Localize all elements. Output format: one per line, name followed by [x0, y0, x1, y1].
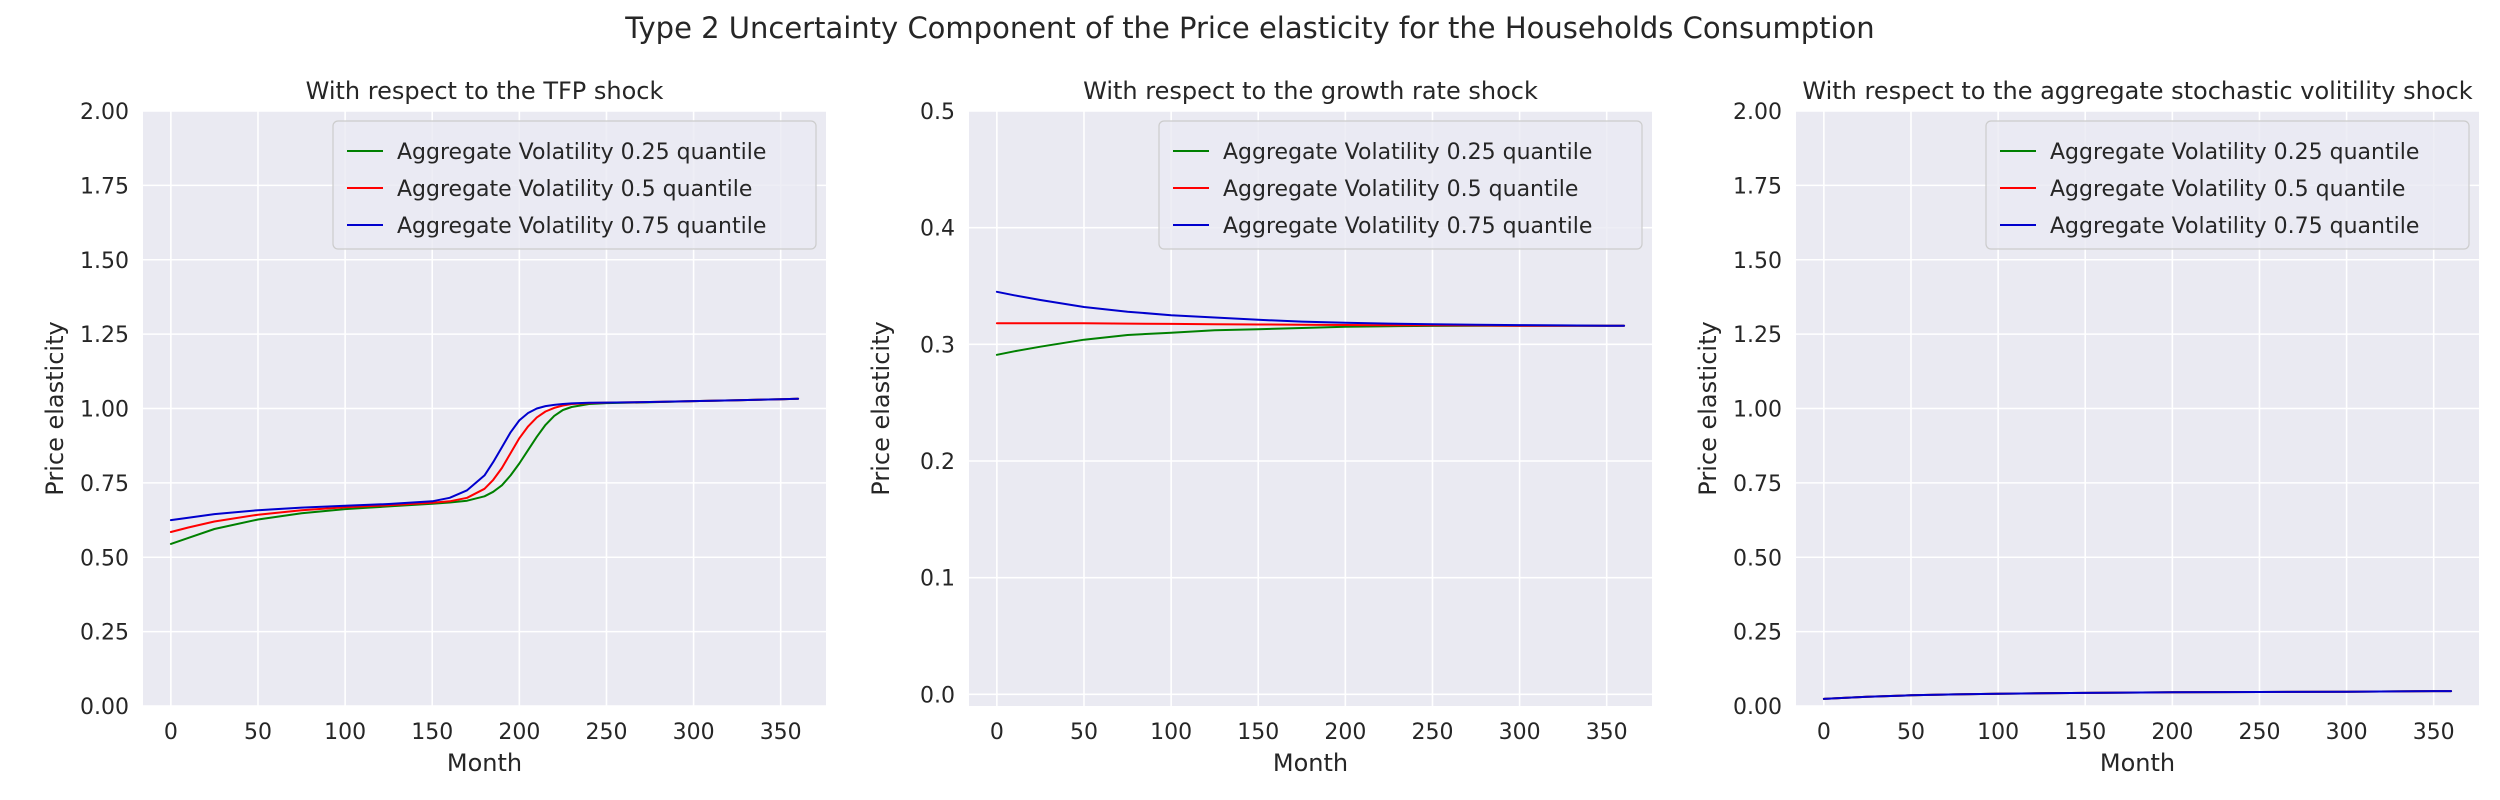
- legend-label: Aggregate Volatility 0.5 quantile: [1223, 177, 1578, 202]
- legend: Aggregate Volatility 0.25 quantile Aggreg…: [332, 120, 817, 250]
- x-tick-label: 100: [324, 720, 366, 745]
- y-tick-label: 0.0: [920, 683, 955, 708]
- x-tick-label: 300: [1499, 720, 1541, 745]
- x-tick-label: 300: [673, 720, 715, 745]
- legend-label: Aggregate Volatility 0.25 quantile: [397, 140, 766, 165]
- legend: Aggregate Volatility 0.25 quantile Aggreg…: [1985, 120, 2470, 250]
- y-tick-label: 2.00: [1733, 100, 1782, 125]
- x-tick-label: 250: [585, 720, 627, 745]
- x-tick-label: 0: [990, 720, 1004, 745]
- legend-label: Aggregate Volatility 0.5 quantile: [397, 177, 752, 202]
- y-tick-label: 0.2: [920, 450, 955, 475]
- y-tick-label: 0.00: [80, 695, 129, 720]
- y-tick-label: 1.25: [80, 323, 129, 348]
- series-line-3: [995, 290, 1626, 327]
- y-tick-label: 0.75: [80, 472, 129, 497]
- x-tick-label: 50: [1070, 720, 1098, 745]
- x-tick-label: 0: [164, 720, 178, 745]
- legend-label: Aggregate Volatility 0.75 quantile: [397, 214, 766, 239]
- y-tick-label: 0.5: [920, 100, 955, 125]
- y-tick-label: 1.50: [80, 249, 129, 274]
- panel-title: With respect to the TFP shock: [306, 77, 664, 105]
- y-axis-label: Price elasticity: [867, 321, 895, 495]
- y-tick-label: 1.75: [80, 174, 129, 199]
- x-axis-label: Month: [1273, 749, 1348, 777]
- x-tick-label: 50: [1897, 720, 1925, 745]
- x-tick-label: 350: [1586, 720, 1628, 745]
- y-tick-label: 1.75: [1733, 174, 1782, 199]
- legend-label: Aggregate Volatility 0.5 quantile: [2050, 177, 2405, 202]
- panel-title: With respect to the growth rate shock: [1083, 77, 1538, 105]
- x-tick-label: 0: [1817, 720, 1831, 745]
- chart-panel-1: 0 50 100 150 200 250 300 350 0.00 0.25 0.50 0.75 1.0…: [41, 77, 826, 777]
- x-tick-label: 50: [244, 720, 272, 745]
- x-axis-label: Month: [447, 749, 522, 777]
- x-tick-label: 300: [2326, 720, 2368, 745]
- x-tick-label: 250: [1411, 720, 1453, 745]
- x-tick-label: 100: [1977, 720, 2019, 745]
- x-tick-label: 150: [1237, 720, 1279, 745]
- x-tick-label: 150: [411, 720, 453, 745]
- y-tick-label: 0.3: [920, 333, 955, 358]
- y-tick-label: 0.50: [80, 546, 129, 571]
- x-tick-label: 350: [2413, 720, 2455, 745]
- series-line-3: [169, 397, 800, 522]
- figure-title: Type 2 Uncertainty Component of the Pric…: [624, 11, 1874, 45]
- y-tick-label: 0.75: [1733, 472, 1782, 497]
- x-tick-label: 250: [2238, 720, 2280, 745]
- legend-label: Aggregate Volatility 0.25 quantile: [1223, 140, 1592, 165]
- y-axis-label: Price elasticity: [41, 321, 69, 495]
- y-tick-label: 1.00: [1733, 398, 1782, 423]
- y-tick-label: 0.25: [1733, 621, 1782, 646]
- x-tick-label: 200: [498, 720, 540, 745]
- x-tick-label: 200: [2151, 720, 2193, 745]
- x-tick-label: 150: [2064, 720, 2106, 745]
- series-line-3: [1822, 690, 2453, 700]
- y-tick-label: 0.00: [1733, 695, 1782, 720]
- legend-label: Aggregate Volatility 0.25 quantile: [2050, 140, 2419, 165]
- y-axis-label: Price elasticity: [1694, 321, 1722, 495]
- legend-box: [1985, 120, 2470, 250]
- y-tick-label: 0.4: [920, 217, 955, 242]
- y-tick-label: 1.00: [80, 398, 129, 423]
- y-tick-label: 0.50: [1733, 546, 1782, 571]
- legend-box: [1158, 120, 1643, 250]
- y-tick-label: 1.25: [1733, 323, 1782, 348]
- legend-box: [332, 120, 817, 250]
- y-tick-label: 0.25: [80, 621, 129, 646]
- x-tick-label: 200: [1324, 720, 1366, 745]
- panel-title: With respect to the aggregate stochastic…: [1802, 77, 2472, 105]
- legend: Aggregate Volatility 0.25 quantile Aggreg…: [1158, 120, 1643, 250]
- y-tick-label: 0.1: [920, 567, 955, 592]
- chart-panel-2: 0 50 100 150 200 250 300 350 0.0 0.1 0.2 0.3 0.4 0.5 W…: [867, 77, 1652, 777]
- x-tick-label: 350: [760, 720, 802, 745]
- x-axis-label: Month: [2100, 749, 2175, 777]
- y-tick-label: 1.50: [1733, 249, 1782, 274]
- legend-label: Aggregate Volatility 0.75 quantile: [1223, 214, 1592, 239]
- chart-panel-3: 0 50 100 150 200 250 300 350 0.00 0.25 0.50 0.75 1.0…: [1694, 77, 2479, 777]
- x-tick-label: 100: [1150, 720, 1192, 745]
- y-tick-label: 2.00: [80, 100, 129, 125]
- legend-label: Aggregate Volatility 0.75 quantile: [2050, 214, 2419, 239]
